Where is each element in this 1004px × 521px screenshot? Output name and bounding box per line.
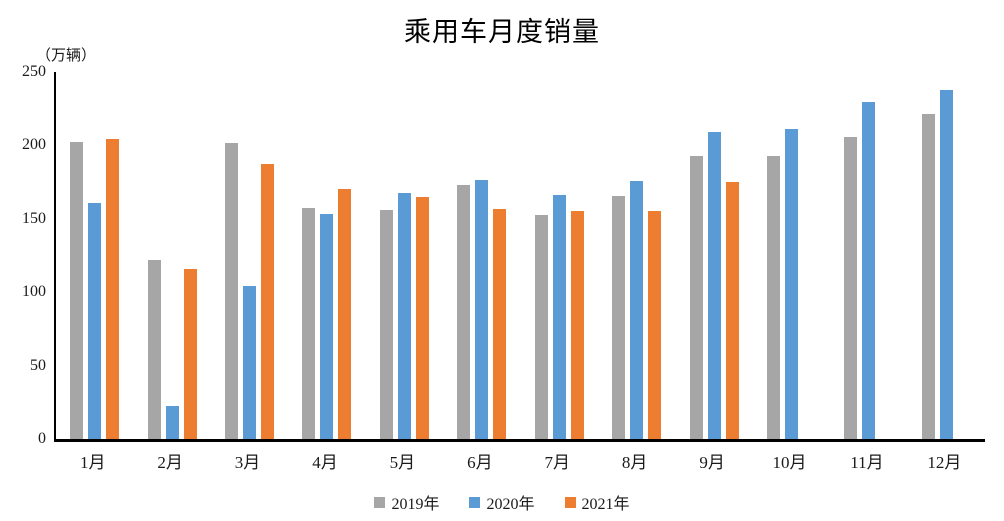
y-axis-tick-labels: 0 50 100 150 200 250 [0, 63, 46, 447]
x-tick-label: 1月 [79, 453, 106, 472]
bar-group-5 [366, 72, 443, 439]
bar-2021 [493, 208, 507, 439]
bar-group-1 [56, 72, 133, 439]
x-tick-label: 7月 [544, 453, 570, 472]
bar-2019 [767, 155, 780, 439]
plot-area [54, 72, 985, 442]
bar-2020 [862, 101, 876, 439]
x-tick-label: 10月 [772, 453, 807, 472]
legend-label: 2019年 [391, 496, 440, 513]
bar-2019 [379, 209, 393, 439]
legend-swatch-icon [469, 496, 481, 508]
bar-2020 [552, 194, 566, 439]
legend-item-2019: 2019年 [374, 490, 439, 514]
bar-2020 [88, 202, 102, 439]
x-tick-label: 9月 [699, 453, 725, 472]
bar-group-8 [598, 72, 675, 439]
y-tick-label: 250 [22, 63, 46, 80]
bar-2021 [183, 269, 197, 439]
bars-row [56, 72, 985, 439]
x-tick-label: 3月 [234, 453, 261, 472]
bar-2019 [302, 207, 316, 439]
y-tick-label: 0 [38, 430, 46, 447]
x-tick-label: 8月 [621, 453, 648, 472]
bar-2021 [261, 163, 275, 439]
bar-2019 [147, 260, 161, 439]
bar-group-6 [443, 72, 520, 439]
bar-2021 [106, 138, 120, 439]
legend-swatch-icon [564, 496, 576, 508]
y-tick-label: 150 [22, 209, 46, 227]
y-axis-unit-label: （万辆） [36, 48, 97, 64]
x-tick-label: 6月 [467, 453, 493, 472]
bar-group-2 [133, 72, 210, 439]
x-axis-labels: 1月 2月 3月 4月 5月 6月 7月 8月 9月 10月 11月 12月 [54, 448, 983, 473]
bar-group-4 [288, 72, 365, 439]
bar-2019 [921, 114, 935, 439]
x-tick-label: 2月 [157, 453, 183, 472]
bar-2019 [70, 142, 84, 439]
chart-title: 乘用车月度销量 [404, 17, 600, 47]
x-tick-label: 4月 [312, 453, 338, 472]
bar-2019 [612, 196, 626, 439]
bar-group-9 [675, 72, 752, 439]
bar-2020 [939, 90, 953, 439]
bar-2020 [320, 213, 334, 439]
bar-2020 [707, 132, 721, 439]
bar-2019 [457, 185, 471, 439]
legend-item-2020: 2020年 [469, 490, 535, 514]
bar-2020 [785, 129, 798, 439]
x-tick-label: 12月 [927, 453, 962, 472]
bar-2020 [165, 406, 179, 439]
bar-group-10 [753, 72, 830, 439]
y-tick-label: 100 [22, 283, 46, 301]
bar-2021 [570, 211, 584, 439]
bar-2019 [225, 142, 239, 439]
bar-2021 [338, 188, 352, 439]
legend-label: 2020年 [486, 496, 535, 513]
legend: 2019年 2020年 2021年 [0, 490, 1004, 514]
bar-group-11 [830, 72, 907, 439]
y-tick-label: 50 [30, 356, 46, 374]
bar-2020 [397, 193, 411, 439]
bar-2021 [648, 211, 662, 439]
legend-label: 2021年 [581, 496, 630, 513]
bar-group-3 [211, 72, 288, 439]
y-tick-label: 200 [22, 136, 46, 154]
x-tick-label: 11月 [850, 453, 884, 472]
bar-2021 [415, 197, 429, 439]
bar-2020 [630, 181, 644, 439]
bar-2020 [243, 285, 257, 439]
legend-item-2021: 2021年 [564, 490, 630, 514]
bar-2019 [689, 155, 703, 439]
bar-2021 [725, 181, 739, 439]
bar-2020 [475, 180, 489, 439]
bar-group-12 [908, 72, 985, 439]
bar-group-7 [521, 72, 598, 439]
legend-swatch-icon [374, 496, 386, 508]
bar-2019 [844, 137, 858, 439]
x-tick-label: 5月 [389, 453, 416, 472]
bar-2019 [534, 214, 548, 439]
